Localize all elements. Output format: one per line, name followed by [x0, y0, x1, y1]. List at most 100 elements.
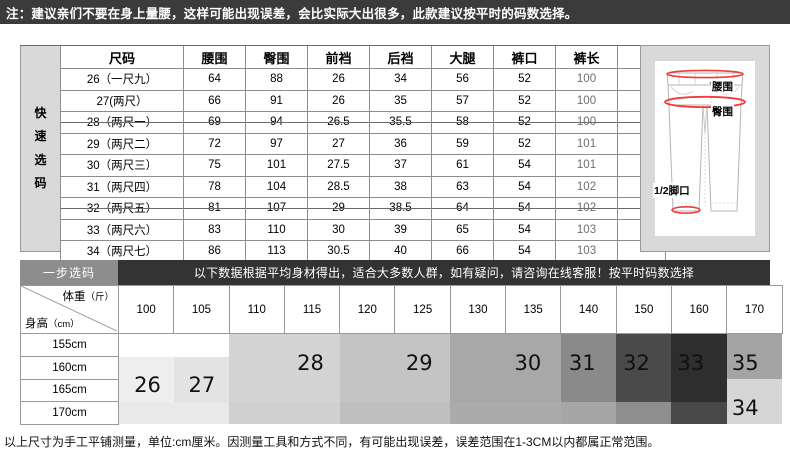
matrix-cell[interactable] [450, 401, 506, 424]
matrix-cell[interactable] [616, 333, 672, 357]
matrix-cell[interactable] [118, 401, 174, 424]
measure-cell: 64 [431, 197, 494, 220]
matrix-cell[interactable] [229, 356, 285, 379]
measure-cell: 100 [555, 111, 618, 134]
matrix-cell[interactable] [671, 356, 727, 379]
size-table-row: 26（一尺九） 64 88 26 34 56 52 100 [60, 68, 666, 91]
weight-column-header: 140 [560, 285, 617, 334]
measure-cell: 40 [369, 240, 432, 263]
measure-cell: 104 [245, 175, 308, 198]
measure-cell: 101 [245, 154, 308, 177]
matrix-header-row: 体重（斤） 身高（cm） 100 105 110 115 120 125 130 135 140… [20, 285, 783, 334]
measure-cell: 69 [183, 111, 246, 134]
size-table-row: 28（两尺一） 69 94 26.5 35.5 58 52 100 [60, 111, 666, 134]
weight-column-header: 170 [726, 285, 783, 334]
matrix-cell[interactable] [671, 333, 727, 357]
matrix-cell[interactable] [173, 356, 230, 379]
matrix-cell[interactable] [671, 401, 727, 424]
matrix-cell[interactable] [339, 356, 395, 379]
matrix-cell[interactable] [173, 333, 230, 357]
measure-cell: 54 [493, 197, 556, 220]
measure-cell: 38.5 [369, 197, 432, 220]
matrix-cell[interactable] [450, 333, 506, 357]
matrix-cell[interactable] [173, 401, 230, 424]
matrix-size-label: 29 [405, 350, 433, 375]
matrix-cell[interactable] [284, 401, 340, 424]
measure-cell: 81 [183, 197, 246, 220]
side-label-char: 选 [34, 152, 47, 167]
size-table-row: 27(两尺） 66 91 26 35 57 52 100 [60, 89, 666, 112]
matrix-cell[interactable] [284, 356, 340, 379]
weight-column-header: 115 [283, 285, 341, 334]
weight-column-header: 110 [228, 285, 285, 334]
size-table-header-row: 尺码 腰围 臀围 前裆 后裆 大腿 裤口 裤长 [60, 45, 666, 69]
measure-cell: 86 [183, 240, 246, 263]
pants-illustration-icon [664, 69, 746, 215]
matrix-cell[interactable] [560, 356, 617, 379]
matrix-cell[interactable] [394, 379, 451, 402]
side-label-char: 码 [34, 175, 47, 190]
matrix-cell[interactable] [229, 379, 285, 402]
measure-cell: 66 [431, 240, 494, 263]
measure-cell: 78 [183, 175, 246, 198]
matrix-cell[interactable] [450, 356, 506, 379]
size-table-block: 快速选码 尺码 腰围 臀围 前裆 后裆 大腿 裤口 裤长 26（一尺九） 64 88 26 34 56 5… [20, 45, 770, 263]
matrix-cell[interactable] [339, 379, 395, 402]
matrix-cell[interactable] [616, 356, 672, 379]
matrix-cell[interactable] [560, 333, 617, 357]
measure-cell: 101 [555, 154, 618, 177]
matrix-cell[interactable] [118, 356, 174, 379]
measure-cell: 35.5 [369, 111, 432, 134]
matrix-cell[interactable] [229, 333, 285, 357]
matrix-cell[interactable] [339, 401, 395, 424]
matrix-cell[interactable] [339, 333, 395, 357]
matrix-cell[interactable] [560, 401, 617, 424]
matrix-cell[interactable] [726, 356, 783, 379]
measure-cell: 28.5 [307, 175, 370, 198]
size-table-header-5: 大腿 [431, 45, 494, 69]
hip-label: 臀围 [711, 104, 734, 119]
matrix-cell[interactable] [505, 333, 561, 357]
matrix-size-label: 26 [134, 373, 161, 398]
measure-cell: 91 [245, 89, 308, 112]
matrix-head: 体重（斤） 身高（cm） 100 105 110 115 120 125 130 135 140… [20, 285, 783, 334]
size-table-row: 33（两尺六） 83 110 30 39 65 54 103 [60, 218, 666, 241]
hip-measure-ellipse [664, 95, 746, 109]
matrix-cell[interactable] [671, 379, 727, 402]
matrix-cell[interactable] [616, 401, 672, 424]
size-cell: 28（两尺一） [60, 111, 184, 134]
size-table-header-6: 裤口 [493, 45, 556, 69]
measure-cell: 26.5 [307, 111, 370, 134]
matrix-cell[interactable] [560, 379, 617, 402]
matrix-cell[interactable] [118, 333, 174, 357]
matrix-cell[interactable] [173, 379, 230, 402]
matrix-cell[interactable] [450, 379, 506, 402]
matrix-corner-cell: 体重（斤） 身高（cm） [20, 285, 119, 334]
measure-cell: 94 [245, 111, 308, 134]
matrix-cell[interactable] [394, 356, 451, 379]
matrix-cell[interactable] [505, 356, 561, 379]
weight-column-header: 100 [117, 285, 175, 334]
matrix-cell[interactable] [726, 333, 783, 357]
measure-cell: 110 [245, 218, 308, 241]
matrix-size-label: 27 [188, 373, 216, 398]
measure-cell: 83 [183, 218, 246, 241]
matrix-cell[interactable] [505, 379, 561, 402]
matrix-cell[interactable] [284, 379, 340, 402]
matrix-cell[interactable] [118, 379, 174, 402]
size-cell: 34（两尺七） [60, 240, 184, 263]
height-row-header: 165cm [20, 378, 119, 402]
matrix-cell[interactable] [394, 333, 451, 357]
measure-cell: 61 [431, 154, 494, 177]
matrix-cell[interactable] [726, 379, 783, 402]
matrix-cell[interactable] [505, 401, 561, 424]
matrix-cell[interactable] [616, 379, 672, 402]
measure-cell: 54 [493, 154, 556, 177]
measure-cell: 37 [369, 154, 432, 177]
matrix-cell[interactable] [726, 401, 783, 424]
matrix-cell[interactable] [284, 333, 340, 357]
cuff-label: 1/2脚口 [653, 183, 691, 198]
matrix-cell[interactable] [394, 401, 451, 424]
matrix-size-label: 31 [568, 350, 596, 375]
matrix-cell[interactable] [229, 401, 285, 424]
